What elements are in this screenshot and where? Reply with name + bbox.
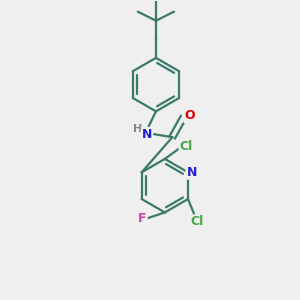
- Text: Cl: Cl: [180, 140, 193, 153]
- Text: Cl: Cl: [190, 215, 204, 228]
- Text: N: N: [142, 128, 152, 141]
- Text: N: N: [186, 166, 197, 179]
- Text: F: F: [138, 212, 147, 225]
- Text: O: O: [184, 109, 195, 122]
- Text: H: H: [134, 124, 143, 134]
